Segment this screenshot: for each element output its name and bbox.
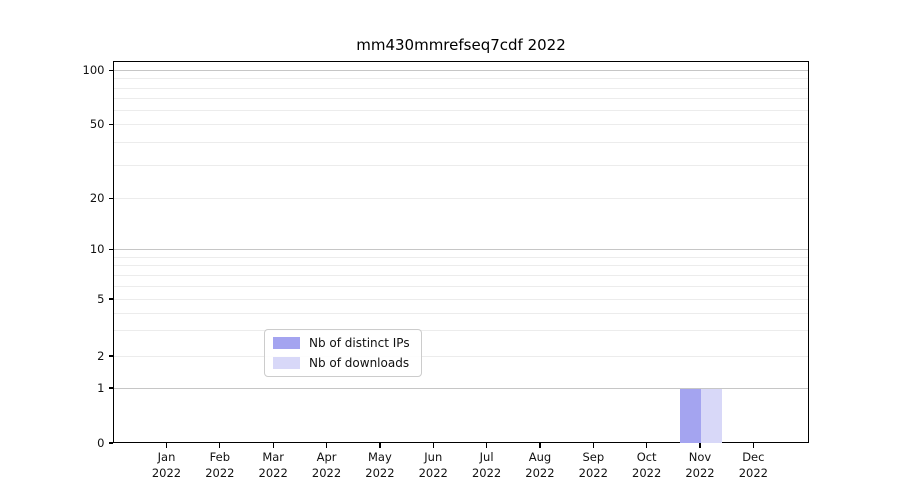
legend-label-distinct-ips: Nb of distinct IPs: [309, 336, 410, 350]
y-tick-label: 100: [82, 63, 105, 77]
y-gridline: [114, 298, 808, 300]
x-tick-label: Feb 2022: [205, 450, 235, 481]
y-gridline: [114, 355, 808, 357]
x-tick-label: Mar 2022: [258, 450, 288, 481]
y-gridline: [114, 265, 808, 267]
y-gridline: [114, 70, 808, 72]
x-tick-mark: [219, 443, 221, 448]
y-gridline: [114, 87, 808, 89]
chart-title: mm430mmrefseq7cdf 2022: [356, 36, 566, 54]
y-tick-label: 2: [97, 348, 105, 363]
bar-nb-of-downloads: [701, 389, 722, 443]
x-tick-mark: [272, 443, 274, 448]
y-tick-label: 5: [97, 291, 105, 306]
y-tick-label: 0: [97, 435, 105, 450]
y-gridline: [114, 165, 808, 167]
x-tick-label: Jun 2022: [418, 450, 448, 481]
y-gridline: [114, 274, 808, 276]
y-tick-mark: [108, 298, 113, 300]
x-tick-mark: [752, 443, 754, 448]
y-gridline: [114, 387, 808, 389]
x-tick-mark: [539, 443, 541, 448]
y-gridline: [114, 312, 808, 314]
y-tick-label: 10: [89, 242, 105, 256]
y-tick-label: 20: [89, 190, 105, 205]
y-gridline: [114, 285, 808, 287]
x-tick-label: Sep 2022: [578, 450, 608, 481]
y-tick-mark: [108, 355, 113, 357]
y-tick-mark: [108, 123, 113, 125]
x-tick-mark: [592, 443, 594, 448]
y-tick-mark: [108, 197, 113, 199]
legend-entry-distinct-ips: Nb of distinct IPs: [273, 336, 410, 350]
x-tick-mark: [432, 443, 434, 448]
y-gridline: [114, 124, 808, 125]
legend-swatch-downloads: [273, 357, 300, 369]
x-tick-label: May 2022: [365, 450, 395, 481]
x-tick-mark: [379, 443, 381, 448]
plot-area: [113, 61, 809, 443]
y-tick-label: 50: [89, 116, 105, 131]
y-gridline: [114, 249, 808, 251]
y-tick-mark: [108, 387, 113, 389]
legend-label-downloads: Nb of downloads: [309, 356, 410, 370]
y-gridline: [114, 142, 808, 144]
legend: Nb of distinct IPs Nb of downloads: [264, 329, 422, 377]
x-tick-mark: [699, 443, 701, 448]
x-tick-mark: [646, 443, 648, 448]
x-tick-mark: [325, 443, 328, 448]
x-tick-label: Nov 2022: [685, 450, 715, 481]
y-gridline: [114, 97, 808, 99]
y-tick-mark: [108, 248, 113, 251]
x-tick-mark: [485, 443, 488, 448]
x-tick-label: Jan 2022: [151, 450, 182, 481]
y-tick-mark: [108, 442, 113, 444]
y-gridline: [114, 256, 808, 258]
y-tick-mark: [108, 69, 113, 72]
x-tick-label: Oct 2022: [632, 450, 662, 481]
legend-swatch-distinct-ips: [273, 337, 300, 349]
y-gridline: [114, 198, 808, 199]
y-gridline: [114, 330, 808, 332]
bar-nb-of-distinct-ips: [680, 389, 701, 443]
x-tick-mark: [165, 443, 168, 448]
x-tick-label: Dec 2022: [738, 450, 768, 481]
x-tick-label: Apr 2022: [311, 450, 342, 481]
y-gridline: [114, 78, 808, 80]
y-gridline: [114, 109, 808, 111]
x-tick-label: Aug 2022: [525, 450, 555, 481]
legend-entry-downloads: Nb of downloads: [273, 356, 410, 370]
y-tick-label: 1: [97, 380, 105, 395]
x-tick-label: Jul 2022: [471, 450, 502, 481]
